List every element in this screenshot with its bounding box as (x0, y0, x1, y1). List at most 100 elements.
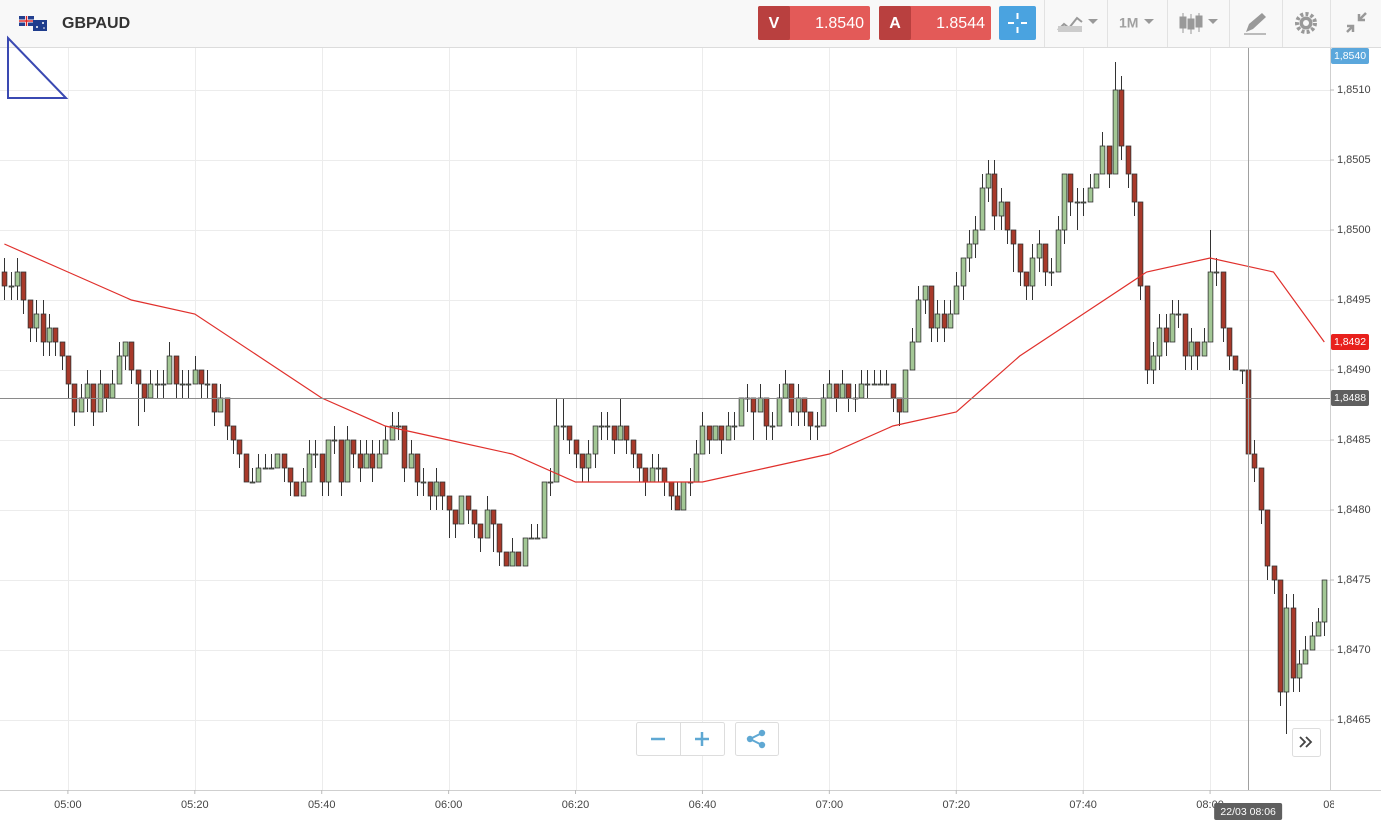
candle-body (960, 257, 967, 287)
candle-body (738, 397, 745, 427)
candle-body (623, 425, 630, 441)
x-tick-label: 06:40 (689, 799, 717, 811)
timeframe: 1M (1119, 15, 1138, 31)
candle-body (490, 509, 497, 525)
candle-body (560, 425, 567, 428)
candle-body (274, 453, 281, 469)
candle-body (1296, 663, 1303, 679)
candle-body (731, 425, 738, 428)
candle-body (8, 285, 15, 288)
candle-body (845, 383, 852, 399)
crosshair-price-label-bg (1331, 390, 1369, 406)
candle-body (338, 439, 345, 483)
candle-body (636, 453, 643, 469)
candle-body (230, 425, 237, 441)
x-axis-labels: 05:00 05:20 05:40 06:00 06:20 06:40 07:00 07:20… (54, 790, 1334, 811)
candle-body (769, 425, 776, 428)
candle-body (33, 313, 40, 329)
candle-body (128, 341, 135, 371)
candle-body (617, 425, 624, 441)
candle-body (369, 453, 376, 469)
candle-body (706, 425, 713, 441)
y-tick-label: 1,8495 (1337, 294, 1371, 306)
candle-body (179, 383, 186, 386)
drawn-triangle[interactable] (7, 35, 69, 99)
candle-body (1087, 187, 1094, 203)
crosshair-price-label: 1,8488 (1334, 392, 1366, 404)
candle-body (350, 439, 357, 455)
y-tick-label: 1,8510 (1337, 84, 1371, 96)
candle-body (934, 313, 941, 329)
candle-body (579, 453, 586, 469)
y-axis-panel (1330, 48, 1381, 790)
candle-body (1029, 257, 1036, 287)
candle-body (1207, 271, 1214, 343)
candle-body (376, 453, 383, 469)
candle-body (1093, 173, 1100, 189)
candle-body (1232, 355, 1239, 371)
y-tick-label: 1,8505 (1337, 154, 1371, 166)
moving-average-line (4, 243, 1325, 483)
candle-body (166, 355, 173, 385)
candle-body (763, 397, 770, 427)
candle-body (680, 481, 687, 511)
candle-body (1239, 369, 1246, 372)
sell-button[interactable]: V 1.8540 (758, 6, 870, 40)
share-button[interactable] (735, 722, 779, 756)
candle-body (465, 495, 472, 511)
candle-body (331, 439, 338, 442)
candle-body (541, 481, 548, 539)
y-tick-label: 1,8485 (1337, 434, 1371, 446)
chart-layer: 1,8465 1,8470 1,8475 1,8480 1,8485 1,8490 1,84… (0, 48, 1381, 820)
candle-body (1169, 313, 1176, 343)
candle-body (649, 467, 656, 483)
x-tick-label: 07:00 (816, 799, 844, 811)
candle-body (1080, 201, 1087, 204)
candle-body (268, 467, 275, 470)
candle-body (395, 425, 402, 428)
candle-body (534, 537, 541, 540)
candle-body (776, 397, 783, 427)
candle-body (420, 481, 427, 484)
collapse-button[interactable] (1346, 12, 1367, 33)
draw-button[interactable] (1244, 13, 1266, 35)
candle-body (1271, 565, 1278, 581)
candle-body (173, 355, 180, 385)
candle-body (1163, 327, 1170, 343)
candle-body (363, 453, 370, 469)
crosshair-button[interactable] (999, 6, 1036, 40)
candle-body (65, 355, 72, 385)
candle-body (515, 551, 522, 567)
buy-tag (879, 6, 911, 40)
candle-body (573, 439, 580, 455)
candle-body (1004, 201, 1011, 231)
timeframe-button[interactable]: 1M (1119, 15, 1154, 31)
settings-button[interactable] (1295, 12, 1317, 34)
scroll-right-button[interactable] (1292, 728, 1321, 757)
indicator-button[interactable] (1179, 13, 1218, 34)
flag-icon (19, 16, 47, 31)
zoom-in-button[interactable] (695, 732, 709, 746)
buy-button[interactable]: A 1.8544 (879, 6, 991, 40)
candle-body (712, 425, 719, 441)
crosshair-time-bg (1214, 803, 1283, 820)
candle-body (1144, 285, 1151, 371)
candle-body (185, 383, 192, 386)
candle-body (281, 453, 288, 469)
x-tick-label: 05:40 (308, 799, 336, 811)
candle-body (826, 383, 833, 399)
candle-body (224, 397, 231, 427)
candle-body (116, 355, 123, 385)
candle-body (1283, 607, 1290, 693)
candle-body (198, 369, 205, 385)
candle-body (598, 425, 605, 428)
sell-label: V (769, 15, 780, 32)
sell-price: 1.8540 (815, 15, 864, 32)
candle-body (1309, 635, 1316, 651)
candle-body (757, 397, 764, 413)
candle-body (255, 467, 262, 483)
candle-body (1258, 467, 1265, 511)
chart-type-button[interactable] (1057, 16, 1098, 32)
